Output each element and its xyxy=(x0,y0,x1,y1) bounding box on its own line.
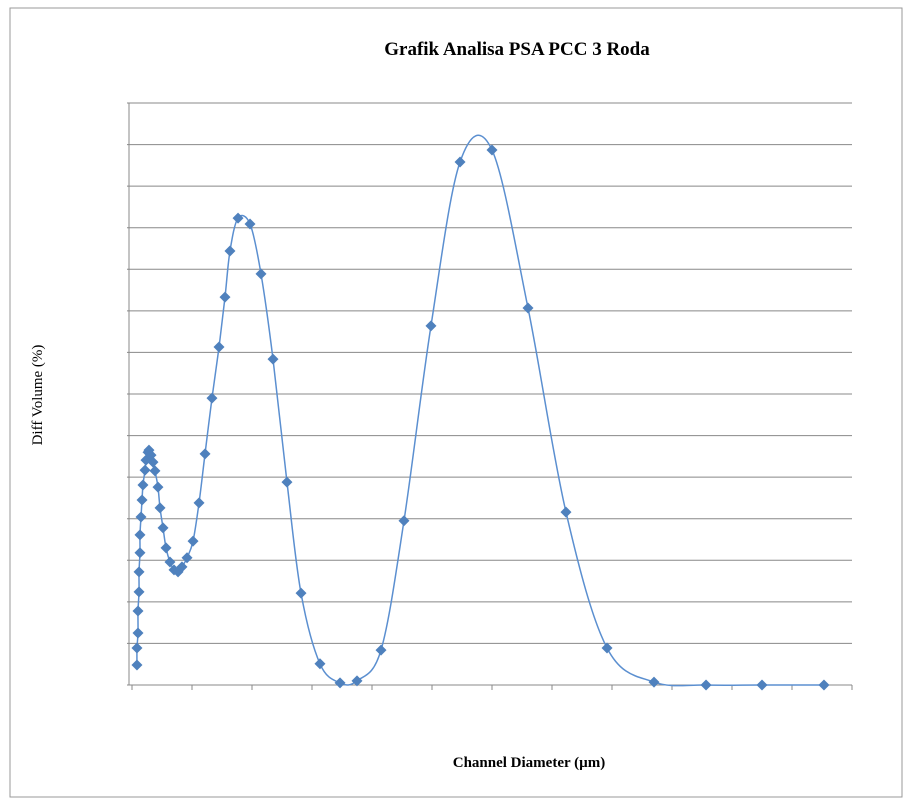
chart: Grafik Analisa PSA PCC 3 Roda Diff Volum… xyxy=(0,0,903,798)
chart-title: Grafik Analisa PSA PCC 3 Roda xyxy=(384,39,650,60)
chart-frame xyxy=(10,8,902,797)
y-axis-label: Diff Volume (%) xyxy=(30,345,46,446)
x-axis-label: Channel Diameter (µm) xyxy=(453,755,606,771)
